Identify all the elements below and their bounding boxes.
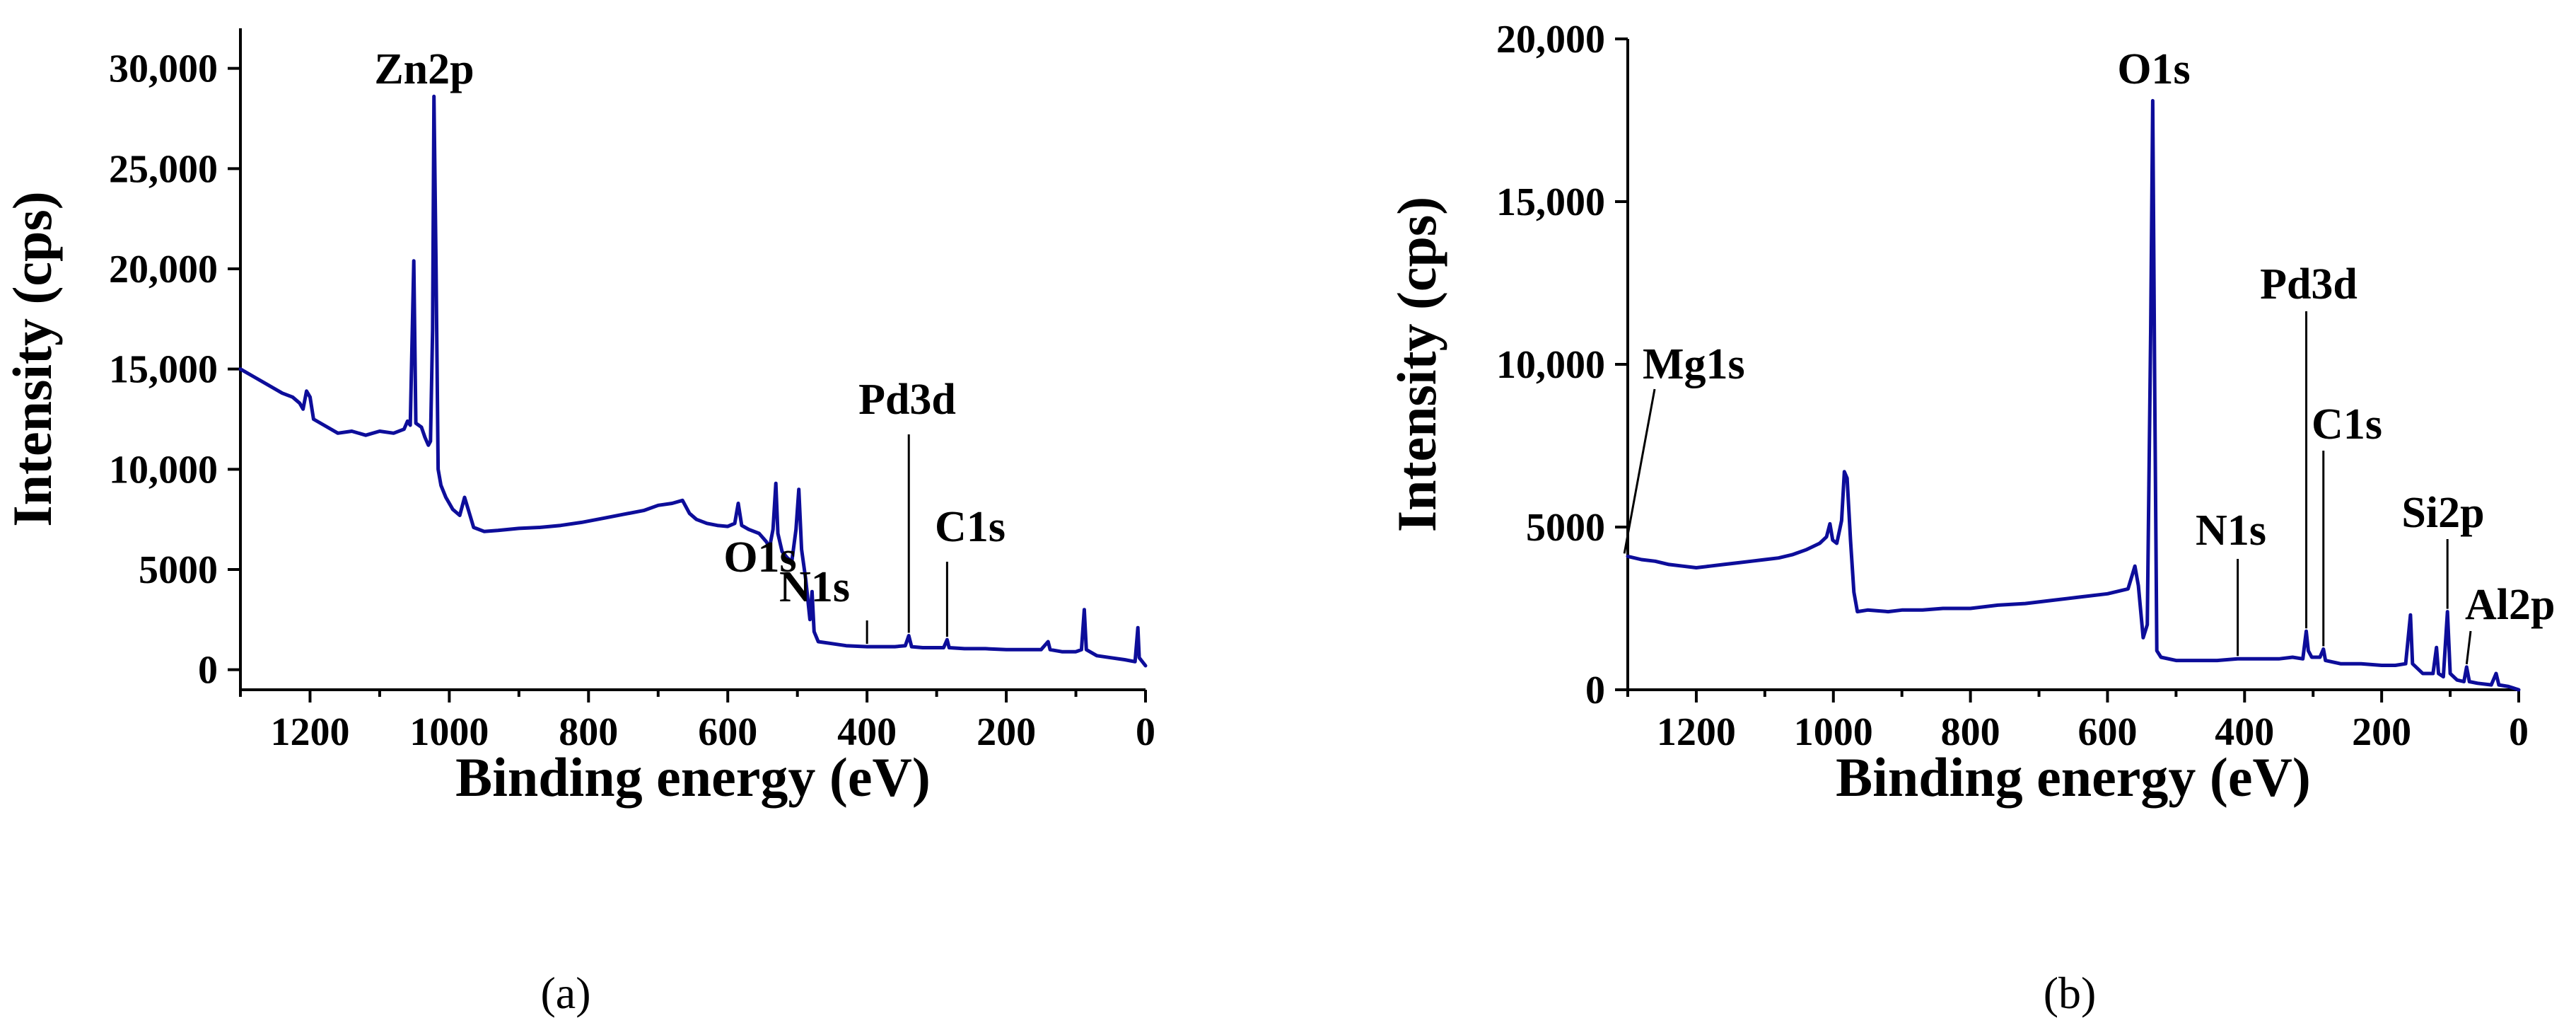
peak-label-n1s: N1s — [779, 563, 850, 611]
x-tick-label: 0 — [1136, 710, 1155, 754]
peak-leader-line — [1623, 388, 1656, 554]
x-tick-label: 200 — [977, 710, 1036, 754]
x-tick-label: 1000 — [409, 710, 489, 754]
x-tick-label: 400 — [2215, 710, 2274, 754]
y-tick-label: 30,000 — [109, 47, 218, 91]
peak-label-pd3d: Pd3d — [2260, 260, 2358, 308]
peak-label-mg1s: Mg1s — [1643, 340, 1745, 388]
x-tick-label: 600 — [2077, 710, 2137, 754]
y-tick-label: 5000 — [139, 548, 218, 592]
spectrum-series-line — [238, 94, 1148, 668]
y-tick-label: 15,000 — [109, 348, 218, 392]
peak-label-o1s: O1s — [723, 533, 796, 582]
peak-leader-line — [2465, 630, 2472, 664]
peak-label-c1s: C1s — [2312, 400, 2382, 449]
peak-label-c1s: C1s — [935, 503, 1006, 551]
y-tick-label: 20,000 — [109, 248, 218, 291]
x-tick-label: 1000 — [1794, 710, 1873, 754]
x-tick-label: 600 — [698, 710, 757, 754]
y-tick-label: 25,000 — [109, 147, 218, 191]
chart-panel-b: 1200 1000 800 600 400 200 0 0 5000 10,000 15,000 20… — [1386, 18, 2555, 1018]
x-axis-title: Binding energy (eV) — [455, 746, 931, 808]
x-tick-label: 400 — [837, 710, 897, 754]
panel-label: (a) — [540, 968, 590, 1018]
y-axis-title: Intensity (cps) — [1, 191, 63, 527]
x-tick-label: 800 — [1941, 710, 2000, 754]
peak-label-al2p: Al2p — [2465, 581, 2555, 629]
peak-label-si2p: Si2p — [2401, 489, 2484, 537]
y-axis-title: Intensity (cps) — [1386, 197, 1447, 533]
y-tick-label: 0 — [198, 649, 218, 693]
x-tick-label: 800 — [559, 710, 618, 754]
y-tick-label: 5000 — [1526, 506, 1605, 550]
peak-label-o1s: O1s — [2117, 45, 2190, 93]
x-tick-label: 1200 — [1657, 710, 1736, 754]
chart-panel-a: 1200 1000 800 600 400 200 0 0 5000 10,000 15,000 20… — [1, 28, 1155, 1018]
x-tick-label: 200 — [2352, 710, 2411, 754]
x-tick-label: 0 — [2509, 710, 2529, 754]
spectrum-series-line — [1626, 98, 2521, 692]
panel-label: (b) — [2044, 968, 2097, 1018]
peak-label-n1s: N1s — [2196, 507, 2266, 555]
x-axis-title: Binding energy (eV) — [1836, 746, 2311, 808]
y-tick-label: 0 — [1585, 669, 1605, 712]
peak-label-pd3d: Pd3d — [858, 376, 956, 424]
y-tick-label: 10,000 — [1496, 343, 1605, 387]
peak-label-zn2p: Zn2p — [374, 45, 474, 93]
y-tick-label: 15,000 — [1496, 180, 1605, 224]
x-tick-label: 1200 — [270, 710, 349, 754]
y-tick-label: 10,000 — [109, 448, 218, 492]
y-tick-label: 20,000 — [1496, 18, 1605, 62]
